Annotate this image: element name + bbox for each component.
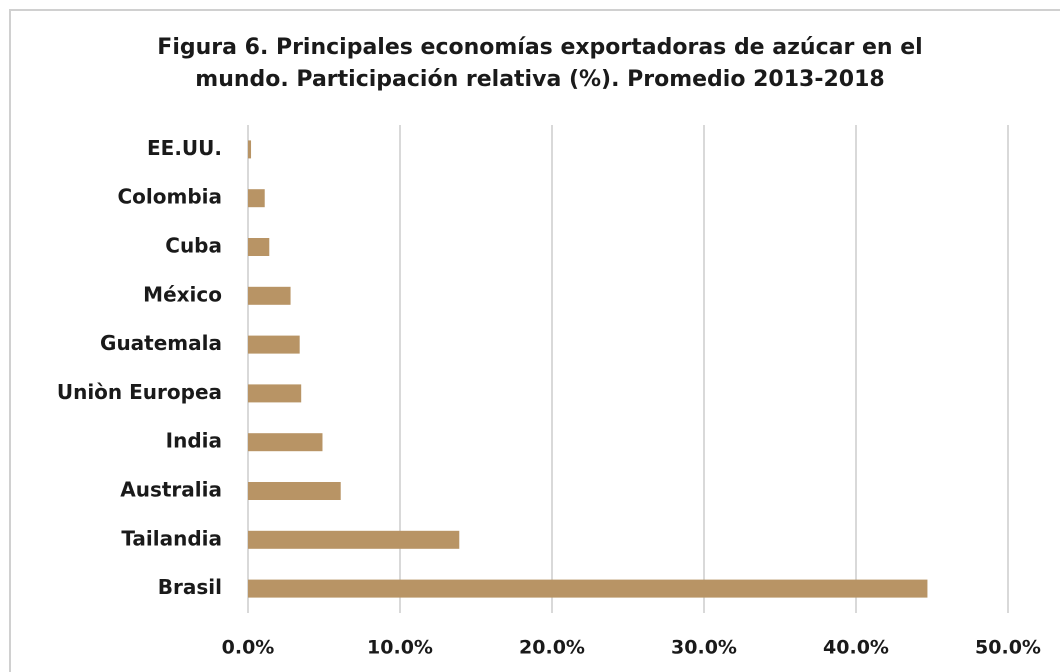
x-tick-label: 50.0%: [975, 637, 1041, 659]
y-tick-label: Cuba: [165, 234, 222, 258]
bar: [248, 384, 302, 403]
bar: [248, 286, 291, 305]
y-tick-label: Guatemala: [100, 331, 222, 355]
x-tick-label: 0.0%: [222, 637, 275, 659]
x-tick-label: 20.0%: [519, 637, 585, 659]
chart-title: Figura 6. Principales economías exportad…: [157, 35, 922, 60]
bar: [248, 189, 265, 208]
bar: [248, 433, 323, 452]
y-tick-label: Uniòn Europea: [57, 380, 222, 404]
chart-frame: [9, 9, 1060, 672]
x-tick-label: 40.0%: [823, 637, 889, 659]
y-tick-label: Brasil: [158, 575, 222, 599]
bar: [248, 579, 928, 598]
chart-title: mundo. Participación relativa (%). Prome…: [195, 67, 884, 92]
y-tick-label: Tailandia: [121, 526, 222, 550]
y-tick-label: Colombia: [117, 185, 222, 209]
x-tick-label: 30.0%: [671, 637, 737, 659]
y-tick-label: India: [166, 429, 222, 453]
bar: [248, 335, 300, 354]
bar: [248, 530, 460, 549]
bar: [248, 140, 252, 159]
bar: [248, 482, 341, 500]
y-tick-label: EE.UU.: [147, 136, 222, 160]
y-tick-label: México: [143, 282, 222, 306]
bar: [248, 238, 270, 256]
x-tick-label: 10.0%: [367, 637, 433, 659]
y-tick-label: Australia: [120, 478, 222, 502]
